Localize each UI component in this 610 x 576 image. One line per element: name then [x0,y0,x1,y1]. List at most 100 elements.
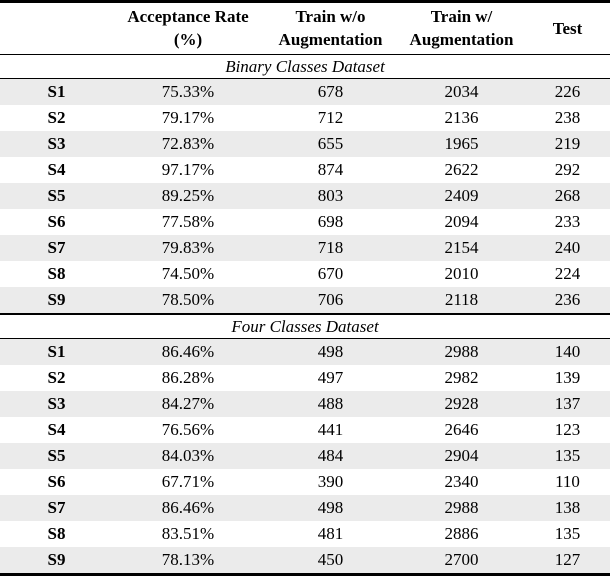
row-label: S2 [47,108,66,127]
cell-train-w-augmentation: 2010 [444,264,479,283]
cell-train-w-augmentation: 2988 [444,498,479,517]
cell-train-w-augmentation: 2622 [444,160,479,179]
cell-acceptance-rate: 84.27% [161,394,215,413]
cell-acceptance-rate: 74.50% [161,264,215,283]
cell-test: 292 [554,160,581,179]
table-row: S9 78.50% 706 2118 236 [0,287,610,314]
cell-acceptance-rate: 89.25% [161,186,215,205]
row-label: S2 [47,368,66,387]
cell-train-wo-augmentation: 698 [317,212,344,231]
table-row: S4 76.56% 441 2646 123 [0,417,610,443]
cell-test: 140 [554,342,581,361]
cell-test: 236 [554,290,581,309]
cell-test: 110 [555,472,580,491]
table-row: S2 79.17% 712 2136 238 [0,105,610,131]
cell-test: 127 [554,550,581,569]
cell-train-wo-augmentation: 712 [317,108,344,127]
row-label: S4 [47,420,66,439]
cell-train-wo-augmentation: 706 [317,290,344,309]
table-row: S5 89.25% 803 2409 268 [0,183,610,209]
header-empty [0,1,113,55]
table-row: S9 78.13% 450 2700 127 [0,547,610,575]
table-row: S4 97.17% 874 2622 292 [0,157,610,183]
cell-train-wo-augmentation: 498 [317,342,344,361]
cell-train-wo-augmentation: 450 [317,550,344,569]
row-label: S6 [47,472,66,491]
cell-train-wo-augmentation: 718 [317,238,344,257]
cell-acceptance-rate: 86.46% [161,498,215,517]
cell-train-w-augmentation: 2340 [444,472,479,491]
table-row: S3 84.27% 488 2928 137 [0,391,610,417]
cell-acceptance-rate: 77.58% [161,212,215,231]
cell-test: 135 [554,446,581,465]
cell-train-w-augmentation: 2988 [444,342,479,361]
section-title-row: Binary Classes Dataset [0,54,610,79]
cell-acceptance-rate: 67.71% [161,472,215,491]
table-row: S1 86.46% 498 2988 140 [0,338,610,365]
cell-acceptance-rate: 76.56% [161,420,215,439]
cell-train-w-augmentation: 2904 [444,446,479,465]
row-label: S9 [47,550,66,569]
cell-acceptance-rate: 84.03% [161,446,215,465]
row-label: S1 [47,82,66,101]
cell-train-wo-augmentation: 874 [317,160,344,179]
cell-train-wo-augmentation: 678 [317,82,344,101]
row-label: S9 [47,290,66,309]
cell-train-w-augmentation: 2886 [444,524,479,543]
cell-acceptance-rate: 72.83% [161,134,215,153]
cell-train-w-augmentation: 2409 [444,186,479,205]
cell-test: 240 [554,238,581,257]
section-title-text: Four Classes Dataset [0,313,610,339]
table-row: S5 84.03% 484 2904 135 [0,443,610,469]
header-train-wo-augmentation: Train w/o Augmentation [263,1,398,55]
row-label: S8 [47,264,66,283]
cell-test: 123 [554,420,581,439]
cell-train-wo-augmentation: 488 [317,394,344,413]
cell-test: 139 [554,368,581,387]
table-row: S6 77.58% 698 2094 233 [0,209,610,235]
section-header-binary: Binary Classes Dataset [0,54,610,79]
table-row: S7 79.83% 718 2154 240 [0,235,610,261]
cell-train-w-augmentation: 2136 [444,108,479,127]
table-row: S7 86.46% 498 2988 138 [0,495,610,521]
row-label: S7 [47,498,66,517]
cell-test: 135 [554,524,581,543]
section-header-four-classes: Four Classes Dataset [0,313,610,339]
cell-train-w-augmentation: 2154 [444,238,479,257]
row-label: S5 [47,446,66,465]
section-title-text: Binary Classes Dataset [0,54,610,79]
cell-acceptance-rate: 78.50% [161,290,215,309]
table-row: S8 83.51% 481 2886 135 [0,521,610,547]
row-label: S4 [47,160,66,179]
cell-train-wo-augmentation: 481 [317,524,344,543]
header-train-w-augmentation: Train w/ Augmentation [398,1,525,55]
cell-train-wo-augmentation: 803 [317,186,344,205]
cell-test: 138 [554,498,581,517]
cell-test: 238 [554,108,581,127]
cell-train-w-augmentation: 2646 [444,420,479,439]
cell-train-wo-augmentation: 390 [317,472,344,491]
cell-train-w-augmentation: 1965 [444,134,479,153]
cell-train-wo-augmentation: 655 [317,134,344,153]
cell-test: 268 [554,186,581,205]
cell-acceptance-rate: 83.51% [161,524,215,543]
cell-train-wo-augmentation: 670 [317,264,344,283]
row-label: S3 [47,394,66,413]
cell-test: 137 [554,394,581,413]
header-acceptance-rate: Acceptance Rate (%) [113,1,263,55]
table-row: S8 74.50% 670 2010 224 [0,261,610,287]
cell-train-w-augmentation: 2700 [444,550,479,569]
table-header: Acceptance Rate (%) Train w/o Augmentati… [0,1,610,55]
cell-acceptance-rate: 78.13% [161,550,215,569]
row-label: S3 [47,134,66,153]
section-title-row: Four Classes Dataset [0,313,610,339]
table-row: S3 72.83% 655 1965 219 [0,131,610,157]
table-row: S2 86.28% 497 2982 139 [0,365,610,391]
cell-train-w-augmentation: 2094 [444,212,479,231]
cell-train-w-augmentation: 2982 [444,368,479,387]
section-four-classes-rows: S1 86.46% 498 2988 140 S2 86.28% 497 298… [0,338,610,575]
cell-acceptance-rate: 79.17% [161,108,215,127]
section-binary-rows: S1 75.33% 678 2034 226 S2 79.17% 712 213… [0,78,610,314]
row-label: S7 [47,238,66,257]
